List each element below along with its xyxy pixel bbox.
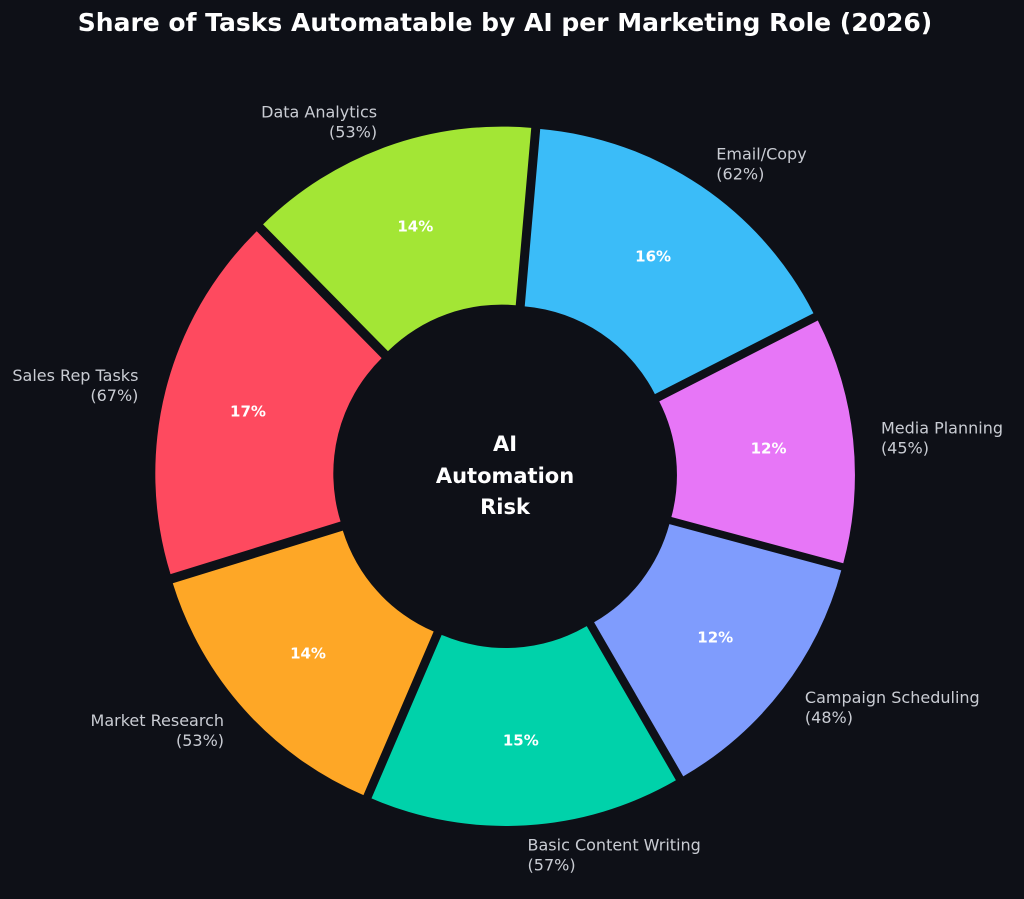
slice-sales-rep-tasks: [155, 231, 382, 575]
slices-layer: [155, 126, 855, 826]
slice-outer-label: Media Planning (45%): [881, 419, 1003, 458]
slice-outer-label: Data Analytics (53%): [261, 102, 377, 141]
center-label-line-2: Automation: [436, 464, 574, 488]
slice-share-label: 12%: [751, 439, 787, 457]
slice-outer-label: Campaign Scheduling (48%): [805, 688, 980, 727]
slice-share-label: 17%: [230, 402, 266, 420]
slice-outer-label: Sales Rep Tasks (67%): [12, 366, 138, 405]
center-label-line-1: AI: [493, 432, 517, 456]
slice-market-research: [172, 530, 434, 796]
slice-data-analytics: [263, 126, 532, 352]
slice-outer-label: Email/Copy (62%): [716, 145, 806, 184]
slice-share-label: 15%: [503, 732, 539, 750]
slice-outer-label: Basic Content Writing (57%): [528, 835, 701, 874]
labels-layer: 16% Email/Copy (62%) 12% Media Planning (45%)…: [12, 102, 1003, 874]
center-label: AI Automation Risk: [436, 432, 574, 519]
slice-share-label: 12%: [697, 628, 733, 646]
slice-email-copy: [524, 129, 814, 395]
slice-basic-content-writing: [371, 626, 676, 826]
slice-share-label: 16%: [635, 247, 671, 265]
slice-share-label: 14%: [397, 218, 433, 236]
center-label-line-3: Risk: [480, 495, 531, 519]
slice-share-label: 14%: [290, 644, 326, 662]
slice-media-planning: [659, 320, 855, 564]
chart-title: Share of Tasks Automatable by AI per Mar…: [77, 8, 933, 37]
slice-campaign-scheduling: [594, 524, 842, 777]
slice-outer-label: Market Research (53%): [91, 711, 224, 750]
